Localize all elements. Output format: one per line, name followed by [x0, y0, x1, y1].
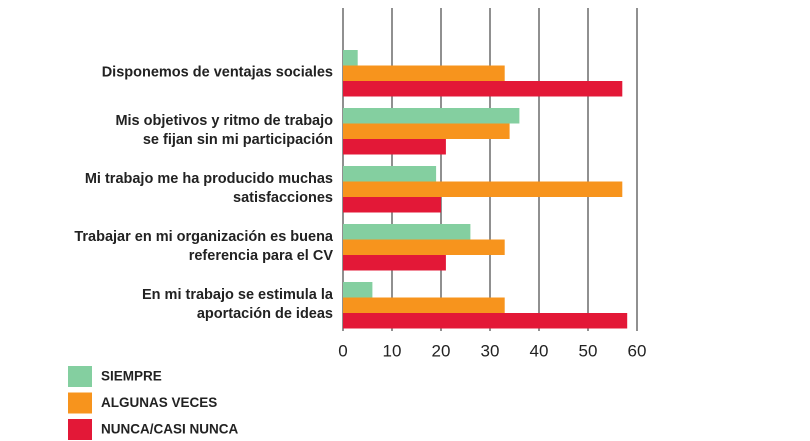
bar [343, 139, 446, 155]
x-tick-label: 60 [628, 341, 647, 360]
bar [343, 166, 437, 182]
x-tick-label: 40 [530, 341, 549, 360]
bar [343, 123, 510, 139]
category-label: Mi trabajo me ha producido muchas satisf… [84, 171, 333, 207]
category-label: Trabajar en mi organización es buena ref… [74, 229, 333, 265]
bar [343, 255, 446, 271]
legend-swatch [68, 366, 92, 387]
bar [343, 65, 505, 81]
category-label: Disponemos de ventajas sociales [101, 64, 333, 81]
x-tick-label: 0 [338, 341, 347, 360]
category-label: En mi trabajo se estimula la aportación … [142, 287, 333, 323]
bar [343, 239, 505, 255]
x-tick-label: 10 [383, 341, 402, 360]
x-tick-label: 20 [432, 341, 451, 360]
x-tick-label: 30 [481, 341, 500, 360]
bar [343, 197, 441, 213]
bar [343, 297, 505, 313]
legend-label: NUNCA/CASI NUNCA [101, 422, 238, 437]
legend-label: ALGUNAS VECES [101, 395, 217, 410]
legend-swatch [68, 419, 92, 440]
legend-swatch [68, 392, 92, 414]
bar [343, 181, 623, 197]
bar [343, 81, 623, 97]
category-label: Mis objetivos y ritmo de trabajo se fija… [115, 113, 333, 149]
bar [343, 313, 628, 329]
bar [343, 224, 471, 240]
legend-label: SIEMPRE [101, 369, 162, 384]
bar [343, 282, 373, 298]
bar [343, 50, 358, 66]
x-tick-label: 50 [579, 341, 598, 360]
bar [343, 108, 520, 124]
